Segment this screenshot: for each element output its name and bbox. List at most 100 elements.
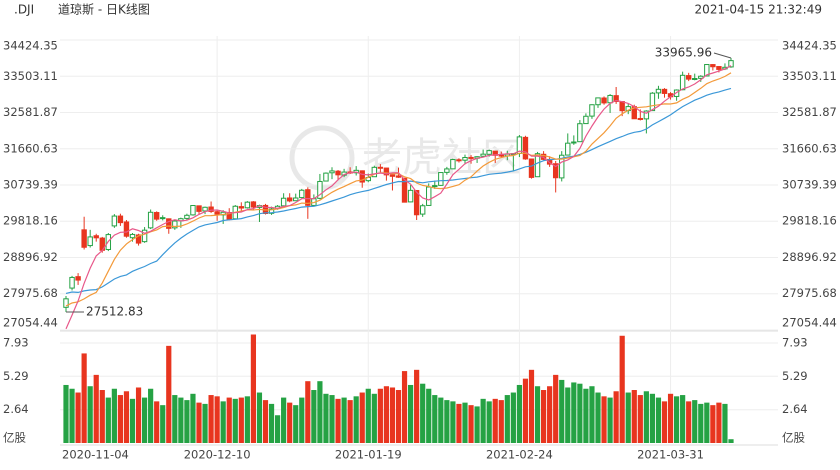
volume-bar [474, 406, 480, 443]
volume-bar [341, 397, 347, 443]
candle-body [637, 117, 644, 120]
volume-bar [492, 398, 498, 443]
y-tick-label: 30739.39 [3, 178, 58, 192]
volume-bar [178, 397, 184, 443]
candle-body [190, 205, 196, 216]
volume-bar [268, 403, 275, 443]
volume-bar [619, 335, 625, 443]
candle-body [184, 214, 190, 219]
candle-body [250, 201, 257, 208]
volume-bar [281, 397, 287, 443]
y-tick-label: 27975.68 [3, 286, 58, 300]
y-tick-label-right: 28896.92 [782, 250, 837, 264]
volume-bar [256, 392, 263, 443]
volume-bar [414, 369, 420, 443]
y-tick-label-right: 29818.16 [782, 214, 837, 228]
candle-body [371, 166, 378, 178]
y-tick-label-right: 30739.39 [782, 178, 837, 192]
volume-bar [250, 334, 257, 443]
candle-body [323, 172, 329, 182]
volume-bar [335, 398, 341, 443]
x-tick-label: 2020-11-04 [62, 448, 129, 462]
volume-bar [262, 400, 269, 443]
candle-body [383, 167, 390, 176]
volume-bar [238, 397, 244, 443]
candle-body [280, 197, 287, 207]
candle-body [426, 186, 432, 206]
candle-body [480, 153, 486, 157]
candle-body [462, 157, 468, 161]
volume-bar [504, 395, 510, 443]
volume-bar [401, 371, 408, 443]
volume-bar [432, 395, 438, 443]
candle-body [286, 197, 293, 202]
volume-bar [196, 402, 202, 443]
y-tick-label: 34424.35 [3, 39, 58, 53]
candle-body [401, 177, 408, 203]
volume-bar [462, 402, 468, 443]
volume-bar [160, 405, 166, 443]
candle-body [87, 236, 93, 247]
volume-bar [293, 405, 299, 443]
candle-body [522, 136, 529, 160]
min-label: 27512.83 [86, 304, 143, 318]
ma-line [65, 72, 732, 307]
candle-body [135, 234, 142, 244]
candle-body [438, 172, 444, 186]
volume-bar [317, 381, 323, 443]
volume-bar [420, 383, 426, 443]
candle-body [498, 154, 504, 157]
volume-bar [498, 400, 504, 443]
candle-body [268, 208, 275, 214]
volume-bar [577, 383, 583, 443]
chart-name: 道琼斯 - 日K线图 [58, 2, 150, 17]
candle-body [129, 233, 136, 239]
volume-bar [468, 405, 474, 443]
volume-bar [407, 384, 414, 443]
symbol: .DJI [14, 3, 34, 17]
volume-bar [661, 401, 668, 443]
y-tick-label: 28896.92 [3, 250, 58, 264]
candle-body [329, 170, 335, 174]
candle-body [305, 189, 311, 206]
volume-bar [377, 388, 383, 443]
candle-body [166, 218, 172, 229]
candle-body [69, 276, 75, 289]
volume-bar [534, 386, 541, 443]
candle-body [172, 220, 178, 229]
volume-bar [208, 395, 214, 443]
candle-body [679, 74, 686, 91]
candle-body [704, 64, 710, 77]
candle-body [649, 92, 656, 112]
candle-body [117, 215, 124, 224]
volume-bar [547, 386, 553, 443]
volume-bar [625, 392, 631, 443]
candle-body [123, 221, 130, 237]
ma-line [65, 65, 732, 330]
candle-body [655, 88, 662, 94]
y-tick-label: 33503.11 [3, 69, 58, 83]
volume-bar [571, 382, 577, 443]
candle-body [583, 115, 589, 125]
volume-bar [510, 392, 516, 443]
volume-bar [232, 398, 238, 443]
volume-bar [123, 391, 130, 443]
candle-body [528, 158, 535, 178]
volume-bar [274, 415, 281, 443]
volume-bar [704, 402, 710, 443]
candle-body [335, 170, 341, 176]
volume-bar [667, 393, 674, 443]
candle-body [607, 94, 613, 104]
candle-body [486, 150, 492, 155]
volume-bar [87, 386, 93, 443]
volume-bar [99, 390, 105, 443]
candle-body [613, 95, 619, 102]
candle-body [728, 60, 734, 68]
volume-unit: 亿股 [3, 431, 26, 445]
volume-bar [63, 384, 69, 443]
candle-body [534, 153, 541, 178]
volume-bar [166, 345, 172, 443]
volume-bar [613, 391, 619, 443]
max-label: 33965.96 [655, 46, 712, 60]
volume-bar [129, 398, 136, 443]
